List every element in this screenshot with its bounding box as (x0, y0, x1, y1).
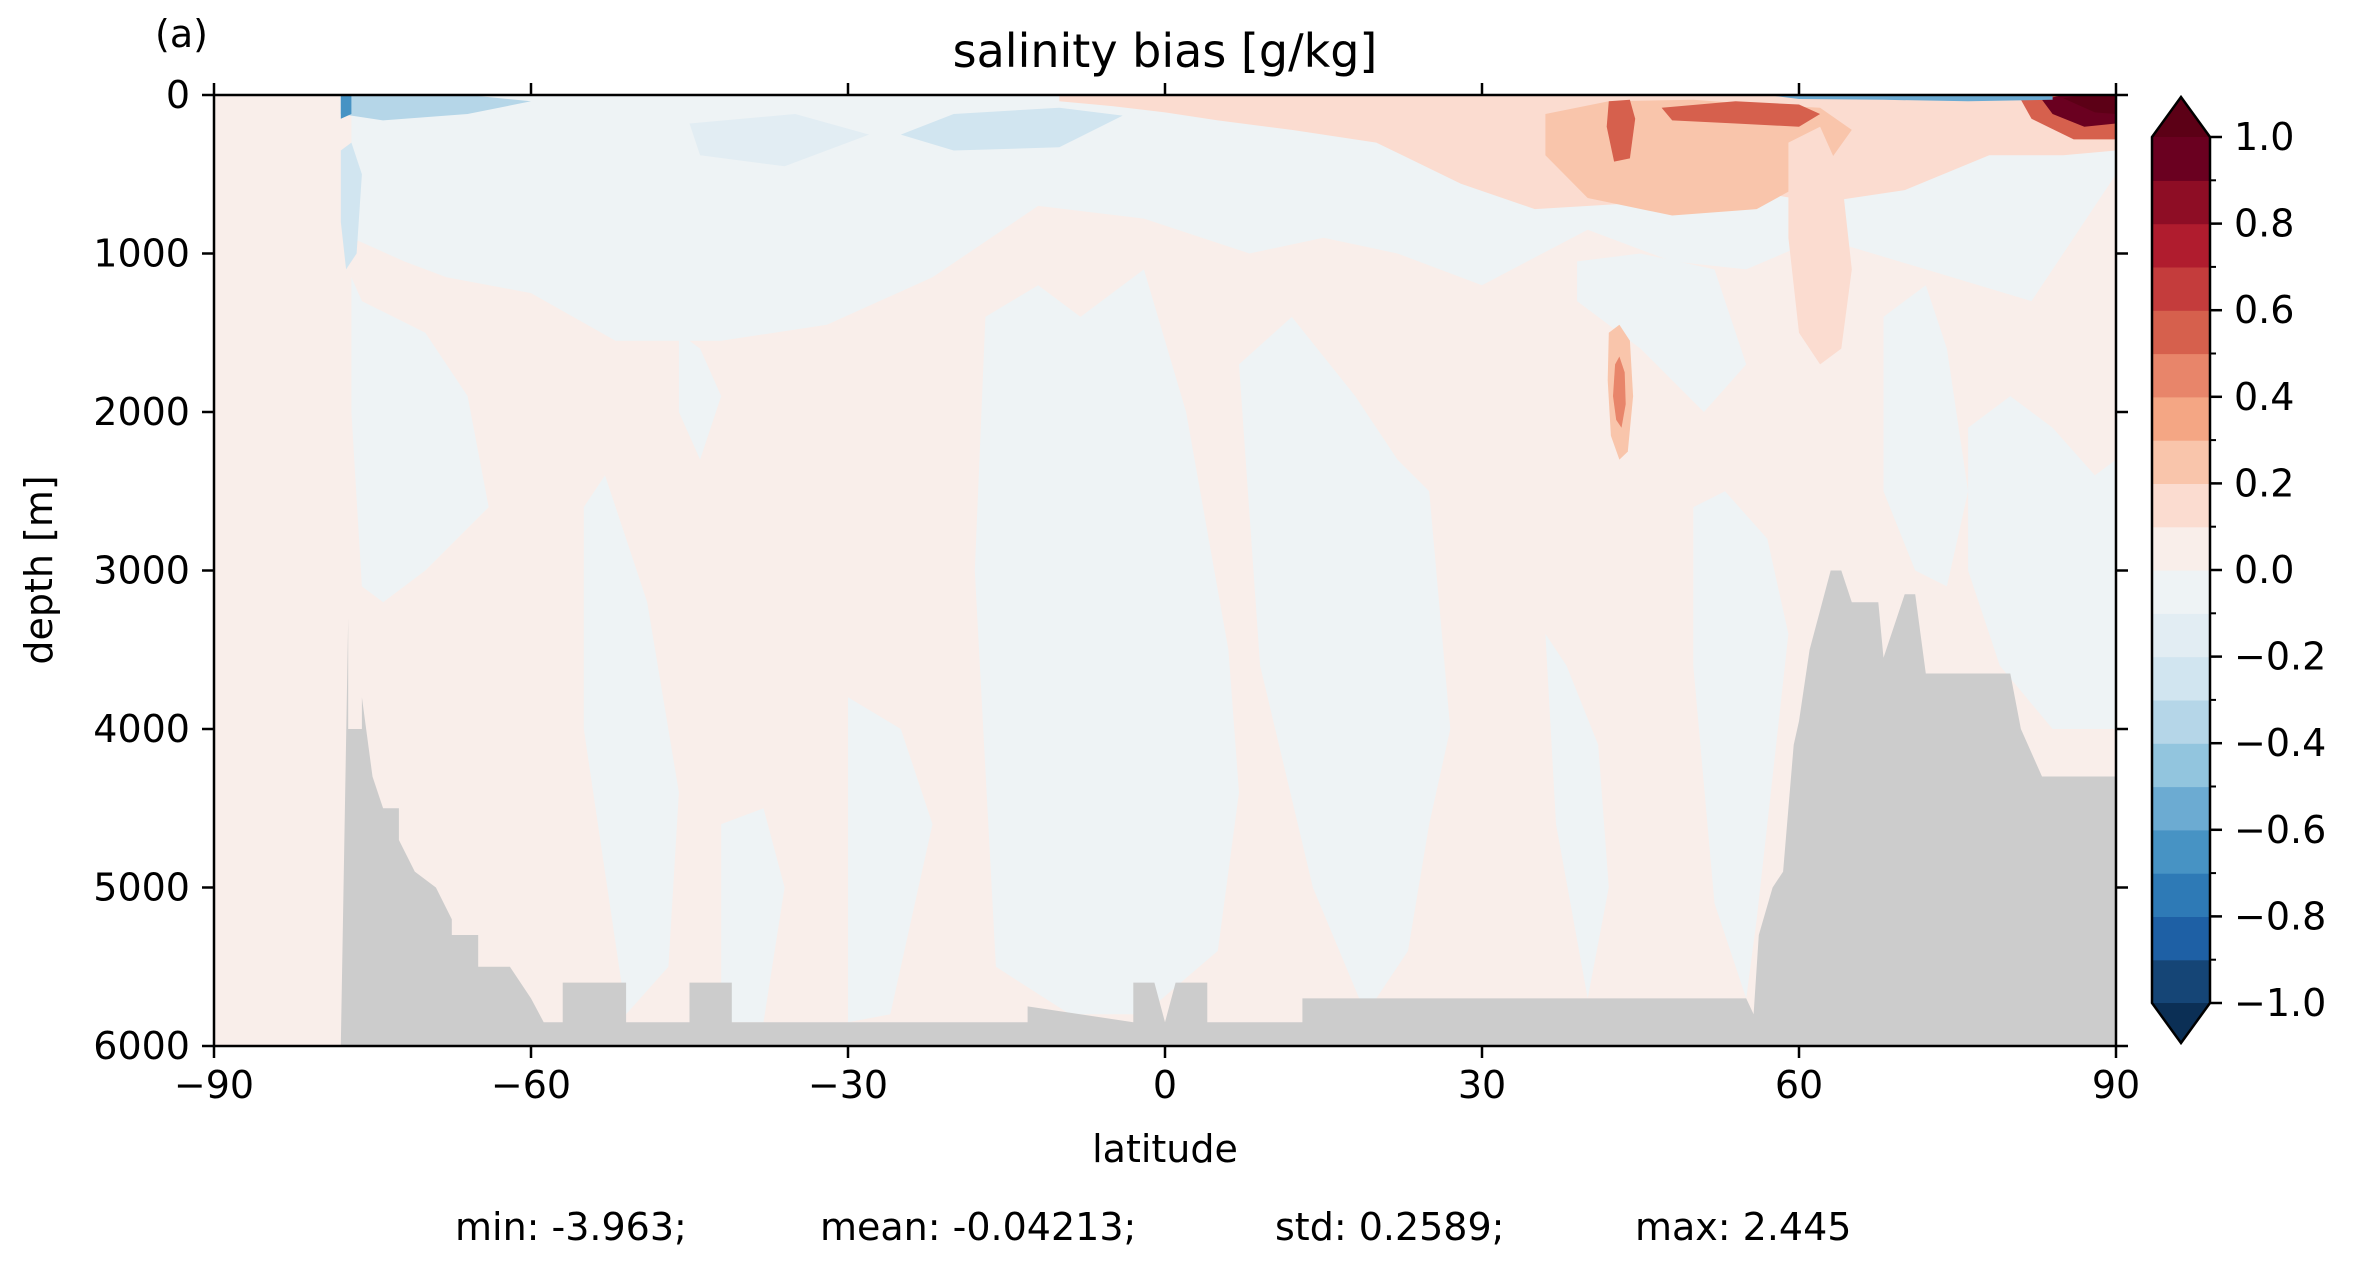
bias-region-16 (1788, 126, 1852, 365)
colorbar-tick-label: −0.2 (2234, 635, 2326, 679)
x-tick-label: 60 (1775, 1063, 1823, 1107)
stat-min: min: -3.963; (455, 1205, 687, 1249)
colorbar-segment (2152, 483, 2210, 528)
bias-region-4 (583, 475, 679, 1015)
colorbar-segment (2152, 570, 2210, 614)
colorbar-segment (2152, 873, 2210, 917)
stat-std: std: 0.2589; (1275, 1205, 1504, 1249)
plot-area: −90 −60 −30 0 30 60 90 0 1000 2000 3000 4000 5000 60… (93, 73, 2140, 1107)
x-tick-label: −90 (174, 1063, 254, 1107)
colorbar-tick-label: −0.4 (2234, 721, 2326, 765)
colorbar-segment (2152, 786, 2210, 831)
y-tick-label: 1000 (93, 232, 190, 276)
stat-max: max: 2.445 (1635, 1205, 1851, 1249)
colorbar-segment (2152, 526, 2210, 571)
colorbar-segment (2152, 656, 2210, 701)
colorbar-tick-label: 1.0 (2234, 115, 2294, 159)
bias-region-13 (1968, 396, 2116, 729)
y-axis-ticks: 0 1000 2000 3000 4000 5000 6000 (93, 73, 2128, 1068)
bias-region-18 (1613, 356, 1626, 428)
bias-region-19 (1606, 99, 1636, 162)
colorbar-segment (2152, 223, 2210, 268)
bias-region-6 (848, 697, 933, 1023)
stat-mean: mean: -0.04213; (820, 1205, 1136, 1249)
y-tick-label: 2000 (93, 390, 190, 434)
colorbar-tick-label: 0.0 (2234, 548, 2294, 592)
colorbar-segment (2152, 959, 2210, 1004)
colorbar-segment (2152, 829, 2210, 874)
stats-line: min: -3.963; mean: -0.04213; std: 0.2589… (455, 1205, 1851, 1249)
x-tick-label: −30 (808, 1063, 888, 1107)
bias-region-7 (974, 269, 1239, 1015)
colorbar-segment (2152, 310, 2210, 355)
colorbar-segment (2152, 266, 2210, 311)
x-tick-label: −60 (491, 1063, 571, 1107)
colorbar-tick-label: −1.0 (2234, 981, 2326, 1025)
x-tick-label: 30 (1458, 1063, 1506, 1107)
colorbar-tick-label: 0.2 (2234, 461, 2294, 505)
bias-region-20 (1661, 101, 1821, 127)
y-axis-label: depth [m] (17, 475, 61, 664)
x-tick-label: 0 (1153, 1063, 1177, 1107)
bias-region-10 (1577, 253, 1747, 412)
x-axis-label: latitude (1092, 1127, 1238, 1171)
bias-region-5 (721, 808, 785, 1023)
y-tick-label: 4000 (93, 707, 190, 751)
colorbar-tick-label: −0.6 (2234, 808, 2326, 852)
colorbar-tick-label: 0.6 (2234, 288, 2294, 332)
colorbar-segment (2152, 180, 2210, 225)
colorbar-segment (2152, 353, 2210, 398)
colorbar: 1.0 0.8 0.6 0.4 0.2 0.0 −0.2 −0.4 −0.6 −0.8 −1.0 (2150, 94, 2326, 1046)
colorbar-segment (2152, 743, 2210, 788)
colorbar-segment (2152, 699, 2210, 744)
x-tick-label: 90 (2092, 1063, 2140, 1107)
bias-region-29 (1767, 95, 2053, 102)
colorbar-extend-max (2152, 97, 2210, 137)
bias-region-3 (678, 332, 722, 460)
bias-region-12 (1883, 285, 1969, 587)
bias-region-8 (1239, 316, 1451, 1015)
bias-region-24 (340, 95, 531, 121)
bias-region-2 (351, 277, 489, 603)
x-axis-ticks: −90 −60 −30 0 30 60 90 (174, 83, 2140, 1107)
bias-region-23 (2063, 95, 2116, 114)
colorbar-segment (2152, 916, 2210, 961)
chart-title: salinity bias [g/kg] (953, 24, 1378, 78)
colorbar-segment (2152, 137, 2210, 181)
bias-region-25 (340, 142, 362, 270)
colorbar-tick-label: 0.8 (2234, 202, 2294, 246)
bias-region-28 (689, 114, 870, 167)
bias-region-9 (1545, 633, 1609, 999)
y-tick-label: 5000 (93, 866, 190, 910)
bias-region-27 (900, 107, 1123, 151)
y-tick-label: 3000 (93, 549, 190, 593)
bias-region-11 (1693, 491, 1789, 999)
panel-label: (a) (155, 12, 208, 56)
colorbar-segment (2152, 396, 2210, 441)
colorbar-segment (2152, 440, 2210, 484)
colorbar-tick-label: −0.8 (2234, 894, 2326, 938)
colorbar-extend-min (2152, 1003, 2210, 1043)
bathymetry-land-mask (214, 570, 2116, 1046)
heatmap-field (214, 95, 2116, 1046)
colorbar-segment (2152, 613, 2210, 658)
y-tick-label: 6000 (93, 1024, 190, 1068)
y-tick-label: 0 (166, 73, 190, 117)
bias-region-26 (340, 95, 352, 119)
colorbar-tick-label: 0.4 (2234, 375, 2294, 419)
